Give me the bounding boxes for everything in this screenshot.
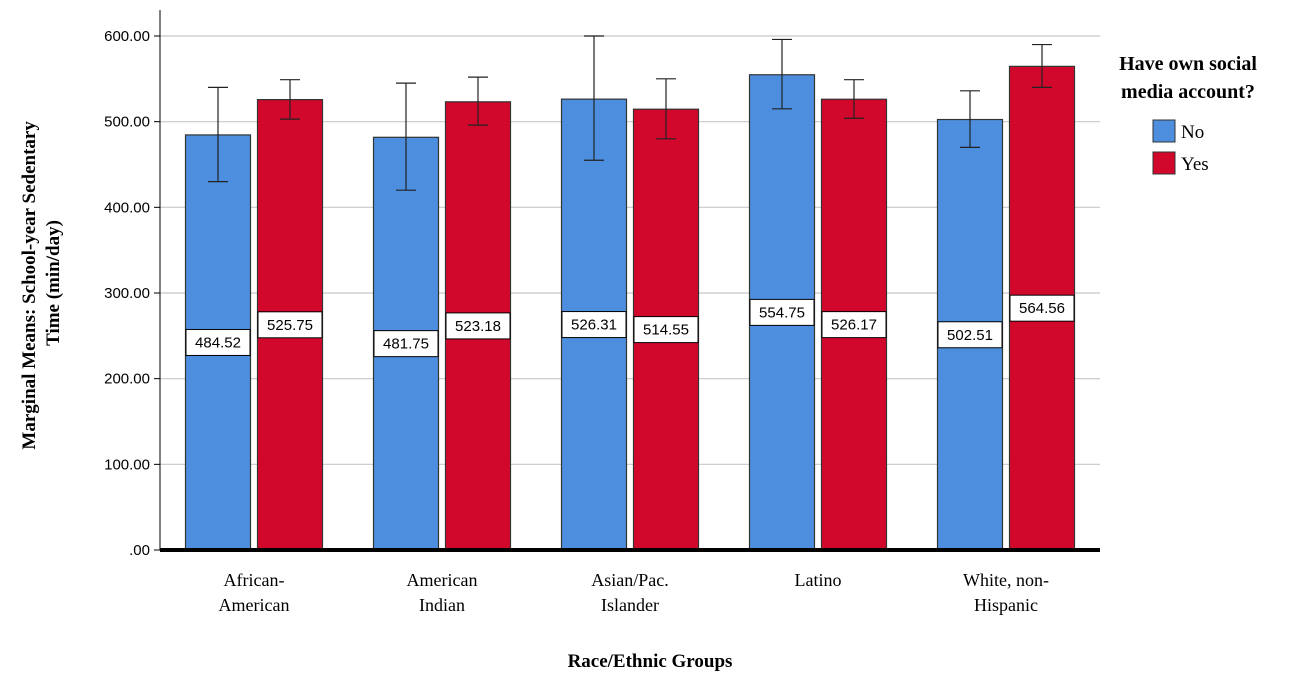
x-tick-label: American	[407, 570, 478, 590]
y-axis-title-line-1: Marginal Means: School-year Sedentary	[19, 121, 40, 450]
data-label-box	[1009, 294, 1075, 322]
legend-swatch-no	[1152, 119, 1176, 143]
legend-label-yes: Yes	[1181, 154, 1209, 175]
data-label: 525.75	[267, 317, 313, 334]
data-label: 481.75	[383, 336, 429, 353]
y-axis-title-line-2: Time (min/day)	[43, 220, 64, 346]
x-axis-title: Race/Ethnic Groups	[568, 651, 733, 672]
y-tick-label: 400.00	[104, 199, 150, 216]
data-labels: 484.52 525.75 481.75 523.18 526.31 514.55 554.…	[185, 294, 1075, 358]
y-tick-label: 200.00	[104, 371, 150, 388]
data-label-box	[257, 311, 323, 339]
legend-swatch-yes	[1152, 151, 1176, 175]
x-tick-label: Hispanic	[974, 595, 1038, 615]
y-tick-label: 600.00	[104, 28, 150, 45]
data-label-box	[445, 312, 511, 340]
x-tick-label: American	[219, 595, 290, 615]
y-tick-label: 100.00	[104, 456, 150, 473]
legend-label-no: No	[1181, 122, 1204, 143]
legend-title-line-2: media account?	[1121, 81, 1255, 103]
x-tick-label: Islander	[601, 595, 659, 615]
x-tick-label: Indian	[419, 595, 465, 615]
x-tick-label: Latino	[795, 570, 842, 590]
data-label: 523.18	[455, 318, 501, 335]
data-label-box	[937, 321, 1003, 349]
y-tick-label: .00	[129, 542, 150, 559]
data-label-box	[633, 316, 699, 344]
data-label-box	[821, 311, 887, 339]
data-label: 514.55	[643, 322, 689, 339]
y-tick-label: 500.00	[104, 114, 150, 131]
x-tick-label: African-	[224, 570, 285, 590]
legend-title-line-1: Have own social	[1119, 53, 1257, 75]
axes: .00 100.00 200.00 300.00 400.00 500.00 600.00 A…	[104, 10, 1100, 615]
data-label: 526.17	[831, 317, 877, 334]
data-label-box	[373, 330, 439, 358]
y-axis-title: Marginal Means: School-year Sedentary Ti…	[19, 116, 64, 449]
legend: Have own social media account? No Yes	[1119, 53, 1257, 175]
data-label: 564.56	[1019, 300, 1065, 317]
x-tick-label: White, non-	[963, 570, 1049, 590]
x-tick-label: Asian/Pac.	[591, 570, 668, 590]
data-label-box	[561, 311, 627, 339]
data-label-box	[185, 328, 251, 356]
y-tick-label: 300.00	[104, 285, 150, 302]
data-label: 554.75	[759, 304, 805, 321]
data-label-box	[749, 298, 815, 326]
data-label: 502.51	[947, 327, 993, 344]
data-label: 526.31	[571, 317, 617, 334]
data-label: 484.52	[195, 334, 241, 351]
